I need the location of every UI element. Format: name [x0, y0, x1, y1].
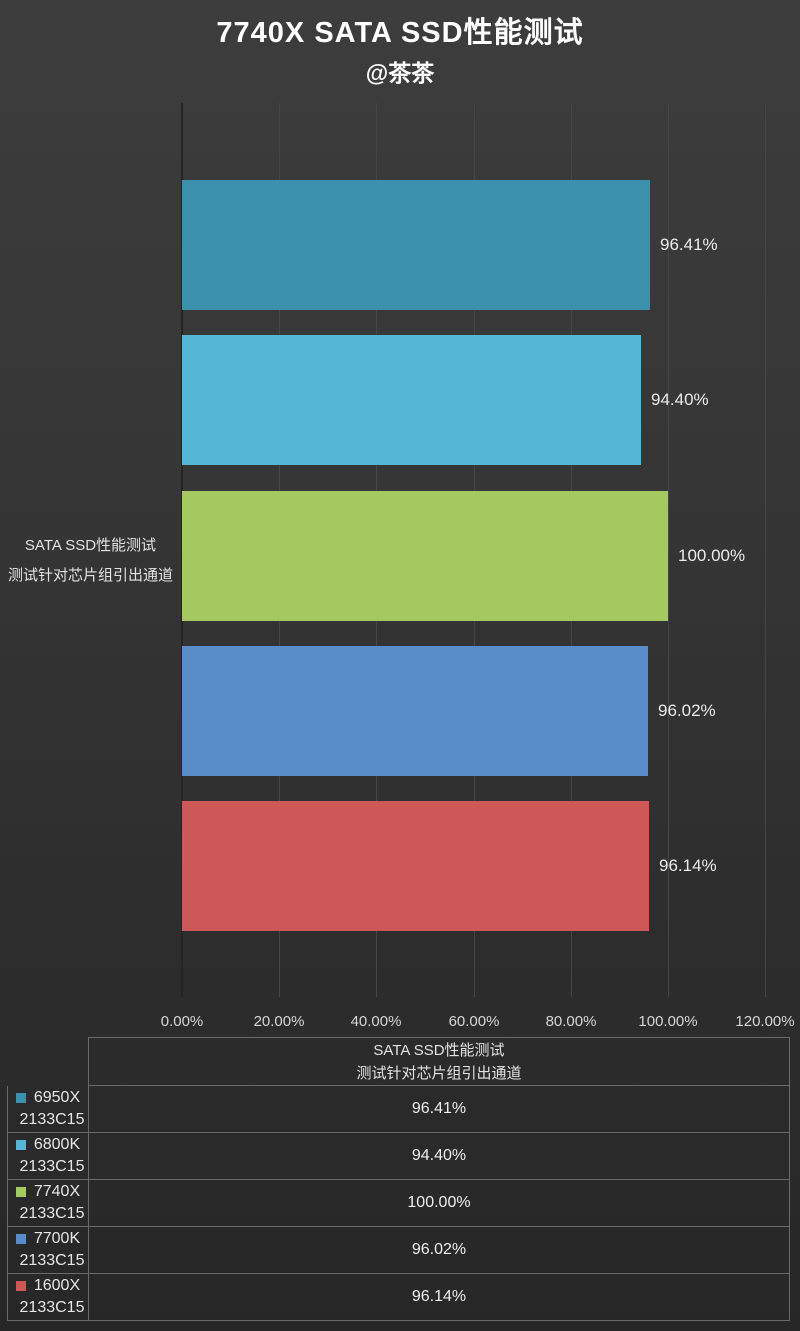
- legend-swatch-icon: [15, 1187, 26, 1197]
- category-axis-label: SATA SSD性能测试 测试针对芯片组引出通道: [0, 531, 181, 591]
- x-tick-label: 40.00%: [350, 1013, 402, 1030]
- legend-memory-spec: 2133C15: [19, 1158, 85, 1175]
- legend-cpu-name: 7740X: [33, 1183, 81, 1200]
- legend-swatch-icon: [15, 1140, 26, 1150]
- bar-7700k: [182, 646, 648, 776]
- legend-memory-spec: 2133C15: [19, 1299, 85, 1316]
- legend-cell: 6800K 2133C15: [8, 1133, 89, 1179]
- table-value-cell: 94.40%: [411, 1147, 467, 1164]
- legend-cell: 6950X 2133C15: [8, 1086, 89, 1132]
- legend-memory-spec: 2133C15: [19, 1111, 85, 1128]
- legend-swatch-icon: [15, 1093, 26, 1103]
- x-tick-label: 80.00%: [545, 1013, 597, 1030]
- category-axis-label-line1: SATA SSD性能测试: [24, 537, 157, 554]
- data-table-body: 6950X 2133C15 96.41% 6800K 2133C15 94.40% 7740…: [7, 1086, 790, 1321]
- legend-label-line1: 6800K: [8, 1134, 88, 1156]
- legend-cpu-name: 1600X: [33, 1277, 81, 1294]
- table-value-cell: 96.02%: [411, 1241, 467, 1258]
- chart-subtitle: @茶茶: [365, 60, 435, 86]
- bar-value-label: 100.00%: [678, 546, 746, 565]
- legend-memory-spec: 2133C15: [19, 1205, 85, 1222]
- legend-memory-spec: 2133C15: [19, 1252, 85, 1269]
- category-axis-label-line2: 测试针对芯片组引出通道: [7, 567, 173, 584]
- data-table: SATA SSD性能测试 测试针对芯片组引出通道 6950X 2133C15 96.…: [7, 1037, 790, 1321]
- legend-cell: 1600X 2133C15: [8, 1274, 89, 1320]
- bar-6800k: [182, 335, 641, 465]
- x-tick-label: 60.00%: [448, 1013, 500, 1030]
- chart-title: 7740X SATA SSD性能测试: [216, 17, 584, 49]
- legend-label-line1: 6950X: [8, 1087, 88, 1109]
- bar-1600x: [182, 801, 649, 931]
- data-table-header-line1: SATA SSD性能测试: [373, 1041, 505, 1059]
- table-value-cell: 100.00%: [407, 1194, 471, 1211]
- table-value-cell: 96.41%: [411, 1100, 467, 1117]
- table-row: 7700K 2133C15 96.02%: [7, 1227, 790, 1274]
- legend-swatch-icon: [15, 1281, 26, 1291]
- bar-value-label: 96.14%: [659, 856, 717, 875]
- legend-label-line1: 7700K: [8, 1228, 88, 1250]
- legend-cell: 7700K 2133C15: [8, 1227, 89, 1273]
- table-row: 6800K 2133C15 94.40%: [7, 1133, 790, 1180]
- bar-7740x: [182, 491, 668, 621]
- data-table-header: SATA SSD性能测试 测试针对芯片组引出通道: [88, 1037, 790, 1086]
- table-row: 6950X 2133C15 96.41%: [7, 1086, 790, 1133]
- bar-value-label: 96.02%: [658, 701, 716, 720]
- legend-cpu-name: 6950X: [33, 1089, 81, 1106]
- bar-value-label: 96.41%: [660, 235, 718, 254]
- legend-label-line1: 1600X: [8, 1275, 88, 1297]
- x-tick-label: 120.00%: [735, 1013, 795, 1030]
- x-tick-label: 20.00%: [253, 1013, 305, 1030]
- plot-area: 96.41% 94.40% 100.00% 96.02% 96.14%: [181, 103, 766, 997]
- table-row: 7740X 2133C15 100.00%: [7, 1180, 790, 1227]
- table-value-cell: 96.14%: [411, 1288, 467, 1305]
- x-tick-label: 0.00%: [160, 1013, 204, 1030]
- legend-cell: 7740X 2133C15: [8, 1180, 89, 1226]
- legend-cpu-name: 7700K: [33, 1230, 81, 1247]
- bar-value-label: 94.40%: [651, 390, 709, 409]
- legend-cpu-name: 6800K: [33, 1136, 81, 1153]
- legend-swatch-icon: [15, 1234, 26, 1244]
- gridline: [668, 103, 669, 997]
- legend-label-line1: 7740X: [8, 1181, 88, 1203]
- bar-6950x: [182, 180, 650, 310]
- table-row: 1600X 2133C15 96.14%: [7, 1274, 790, 1321]
- x-axis: 0.00% 20.00% 40.00% 60.00% 80.00% 100.00% 120.…: [161, 1013, 795, 1035]
- data-table-header-line2: 测试针对芯片组引出通道: [356, 1064, 522, 1082]
- x-tick-label: 100.00%: [638, 1013, 698, 1030]
- gridline: [765, 103, 766, 997]
